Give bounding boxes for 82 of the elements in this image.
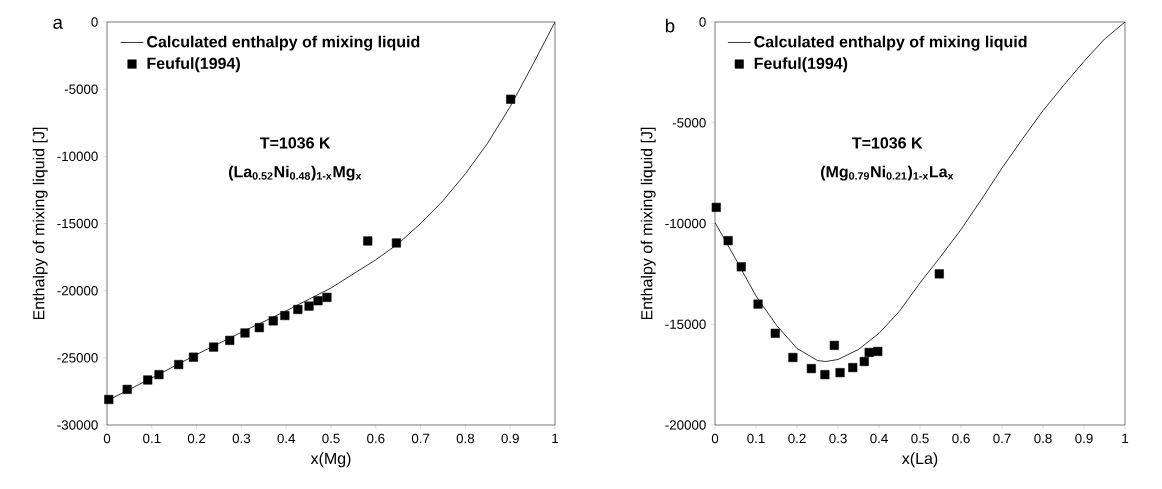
point [143,375,153,385]
point [864,347,874,357]
chart-title: a [53,18,63,29]
x-tick-label: 1 [1122,433,1129,443]
x-axis-title: x(La) [901,452,938,468]
x-axis-title: x(Mg) [310,452,351,468]
legend-label: Calculated enthalpy of mixing liquid [754,35,1027,51]
point [304,301,314,311]
point [225,335,235,345]
point [293,304,303,315]
y-tick-label: 0 [699,17,706,27]
x-tick-label: 1 [552,433,559,443]
y-tick-label: -5000 [672,118,706,128]
point [723,236,733,246]
x-tick-label: 0.6 [367,433,385,444]
point [104,394,114,405]
point [506,94,516,104]
x-tick-label: 0.5 [911,433,929,444]
point [848,363,858,373]
y-tick-label: -20000 [57,285,98,296]
point [711,202,721,212]
x-tick-label: 0.8 [1034,433,1052,444]
x-tick-label: 0.2 [788,433,806,444]
point [820,370,830,380]
annotation: (La$_{0.52}$Ni$_{0.48}$)$_{1-x}$Mg$_{x}$ [228,165,362,181]
x-tick-label: 0.8 [456,433,475,444]
point [859,356,869,367]
y-tick-label: -15000 [665,319,706,329]
annotation: (Mg$_{0.79}$Ni$_{0.21}$)$_{1-x}$La$_{x}$ [821,165,954,181]
point [788,352,798,363]
point [280,310,290,321]
point [174,360,184,370]
x-tick-label: 0.4 [277,433,296,444]
x-tick-label: 0.2 [187,433,206,444]
annotation: T=1036 K [852,137,923,149]
x-tick-label: 0.6 [952,433,970,444]
y-tick-label: -30000 [57,420,98,430]
y-tick-label: 0 [91,17,98,27]
x-tick-label: 0.7 [993,433,1011,444]
point [835,368,845,378]
point [363,236,373,246]
point [240,328,250,338]
point [873,346,883,356]
legend-label: Feuful(1994) [754,57,848,73]
point [934,269,944,279]
x-tick-label: 0.5 [322,433,340,444]
x-tick-label: 0 [103,433,111,444]
x-tick-label: 0 [711,433,719,444]
x-tick-label: 0.4 [870,433,888,444]
y-tick-label: -25000 [57,353,98,363]
point [753,299,763,309]
x-tick-label: 0.9 [1075,433,1093,444]
x-tick-label: 0.1 [747,433,765,444]
point [313,296,323,306]
point [122,384,132,394]
chart-title: b [665,18,675,33]
y-axis-title: Enthalpy of mixing liquid [J] [32,127,48,320]
legend-label: Calculated enthalpy of mixing liquid [147,35,420,51]
annotation: T=1036 K [260,137,331,149]
point [829,340,839,350]
point [736,262,746,272]
x-tick-label: 0.1 [143,433,161,444]
point [770,328,780,338]
y-tick-label: -10000 [665,218,706,229]
x-tick-label: 0.3 [232,433,251,444]
x-tick-label: 0.9 [501,433,519,444]
point [188,352,199,362]
y-axis-title: Enthalpy of mixing liquid [J] [640,127,656,320]
y-tick-label: -10000 [57,151,98,162]
point [154,370,164,380]
legend-label: Feuful(1994) [147,57,240,73]
point [254,323,264,333]
x-tick-label: 0.7 [411,433,430,444]
y-tick-label: -15000 [57,218,98,229]
point [209,342,219,352]
point [268,316,278,326]
x-tick-label: 0.3 [829,433,847,444]
y-tick-label: -20000 [665,420,706,430]
point [391,238,401,248]
point [806,364,816,374]
y-tick-label: -5000 [64,84,98,94]
point [322,292,332,302]
